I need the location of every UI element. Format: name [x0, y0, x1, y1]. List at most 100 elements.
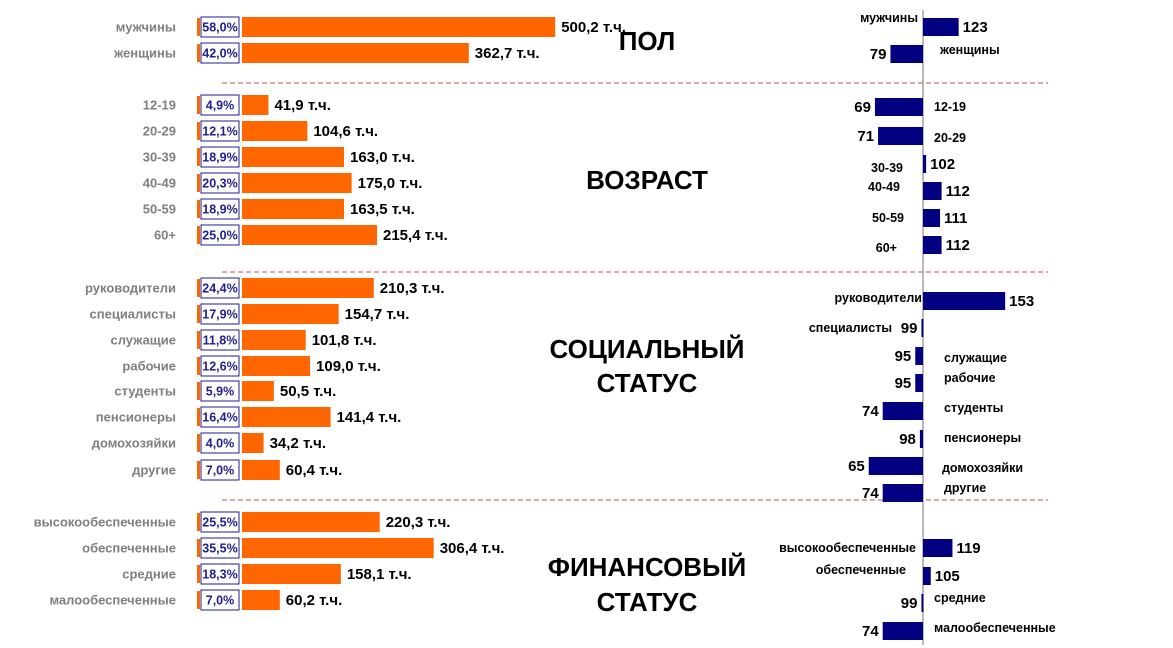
index-category-label: 30-39 [871, 161, 903, 175]
share-bar [242, 173, 352, 193]
percent-value: 4,9% [206, 99, 235, 113]
absolute-value: 41,9 т.ч. [274, 97, 330, 114]
section-title: ВОЗРАСТ [586, 165, 708, 195]
category-label: высокообеспеченные [34, 515, 176, 530]
index-bar [923, 236, 942, 254]
bar-start-mark [197, 226, 200, 244]
index-bar [923, 209, 941, 227]
absolute-value: 34,2 т.ч. [270, 435, 326, 452]
percent-value: 16,4% [202, 411, 237, 425]
percent-box [200, 172, 240, 194]
absolute-value: 60,4 т.ч. [286, 462, 342, 479]
percent-value: 35,5% [202, 542, 237, 556]
percent-box [200, 146, 240, 168]
percent-box [200, 120, 240, 142]
bar-start-mark [197, 382, 200, 400]
index-bar [923, 567, 931, 585]
index-value: 65 [848, 458, 865, 475]
percent-box [200, 16, 240, 38]
index-category-label: средние [934, 591, 986, 605]
share-bar [242, 147, 345, 167]
index-value: 79 [870, 46, 887, 63]
absolute-value: 306,4 т.ч. [440, 540, 505, 557]
share-bar [242, 460, 280, 480]
percent-box [200, 198, 240, 220]
absolute-value: 50,5 т.ч. [280, 383, 336, 400]
index-category-label: рабочие [944, 371, 996, 385]
percent-value: 20,3% [202, 177, 237, 191]
percent-box [200, 329, 240, 351]
index-value: 74 [862, 623, 879, 640]
share-bar [242, 356, 311, 376]
index-category-label: 12-19 [934, 100, 966, 114]
bar-start-mark [197, 96, 200, 114]
index-value: 111 [944, 210, 967, 227]
bar-start-mark [197, 122, 200, 140]
index-category-label: высокообеспеченные [779, 541, 916, 555]
absolute-value: 175,0 т.ч. [358, 175, 423, 192]
category-label: домохозяйки [92, 436, 176, 451]
percent-box [200, 406, 240, 428]
index-value: 95 [895, 348, 912, 365]
section-title: СОЦИАЛЬНЫЙ [550, 334, 745, 364]
index-bar [921, 319, 924, 337]
percent-value: 18,3% [202, 568, 237, 582]
absolute-value: 210,3 т.ч. [380, 280, 445, 297]
percent-value: 18,9% [202, 151, 237, 165]
index-category-label: 40-49 [868, 180, 900, 194]
bar-start-mark [197, 591, 200, 609]
category-label: студенты [114, 384, 176, 399]
bar-start-mark [197, 305, 200, 323]
index-value: 99 [901, 595, 918, 612]
percent-box [200, 94, 240, 116]
percent-box [200, 380, 240, 402]
absolute-value: 104,6 т.ч. [313, 123, 378, 140]
percent-value: 12,1% [202, 125, 237, 139]
section-title: СТАТУС [597, 368, 698, 398]
category-label: мужчины [116, 20, 176, 35]
bar-start-mark [197, 331, 200, 349]
category-label: пенсионеры [96, 410, 176, 425]
category-label: 30-39 [143, 150, 176, 165]
bar-start-mark [197, 461, 200, 479]
share-bar [242, 433, 264, 453]
index-category-label: служащие [944, 351, 1007, 365]
index-category-label: студенты [944, 401, 1003, 415]
bar-start-mark [197, 539, 200, 557]
category-label: 60+ [154, 228, 176, 243]
share-bar [242, 95, 269, 115]
percent-value: 7,0% [206, 594, 235, 608]
index-value: 153 [1009, 293, 1034, 310]
index-bar [923, 182, 942, 200]
category-label: 12-19 [143, 98, 176, 113]
absolute-value: 215,4 т.ч. [383, 227, 448, 244]
share-bar [242, 17, 556, 37]
percent-value: 4,0% [206, 437, 235, 451]
percent-value: 42,0% [202, 47, 237, 61]
index-bar [919, 430, 923, 448]
category-label: другие [132, 463, 176, 478]
index-bar [923, 292, 1006, 310]
index-category-label: домохозяйки [942, 461, 1023, 475]
percent-box [200, 432, 240, 454]
percent-box [200, 224, 240, 246]
percent-box [200, 277, 240, 299]
index-value: 69 [854, 99, 871, 116]
absolute-value: 163,0 т.ч. [350, 149, 415, 166]
index-category-label: малообеспеченные [934, 621, 1056, 635]
index-category-label: другие [944, 481, 986, 495]
index-category-label: руководители [835, 291, 922, 305]
index-value: 102 [930, 156, 955, 173]
index-bar [923, 539, 953, 557]
share-bar [242, 564, 341, 584]
index-bar [921, 594, 924, 612]
index-category-label: пенсионеры [944, 431, 1021, 445]
index-bar [882, 484, 923, 502]
index-bar [878, 127, 923, 145]
percent-value: 25,5% [202, 516, 237, 530]
percent-value: 24,4% [202, 282, 237, 296]
bar-start-mark [197, 279, 200, 297]
share-bar [242, 43, 469, 63]
index-bar [882, 402, 923, 420]
